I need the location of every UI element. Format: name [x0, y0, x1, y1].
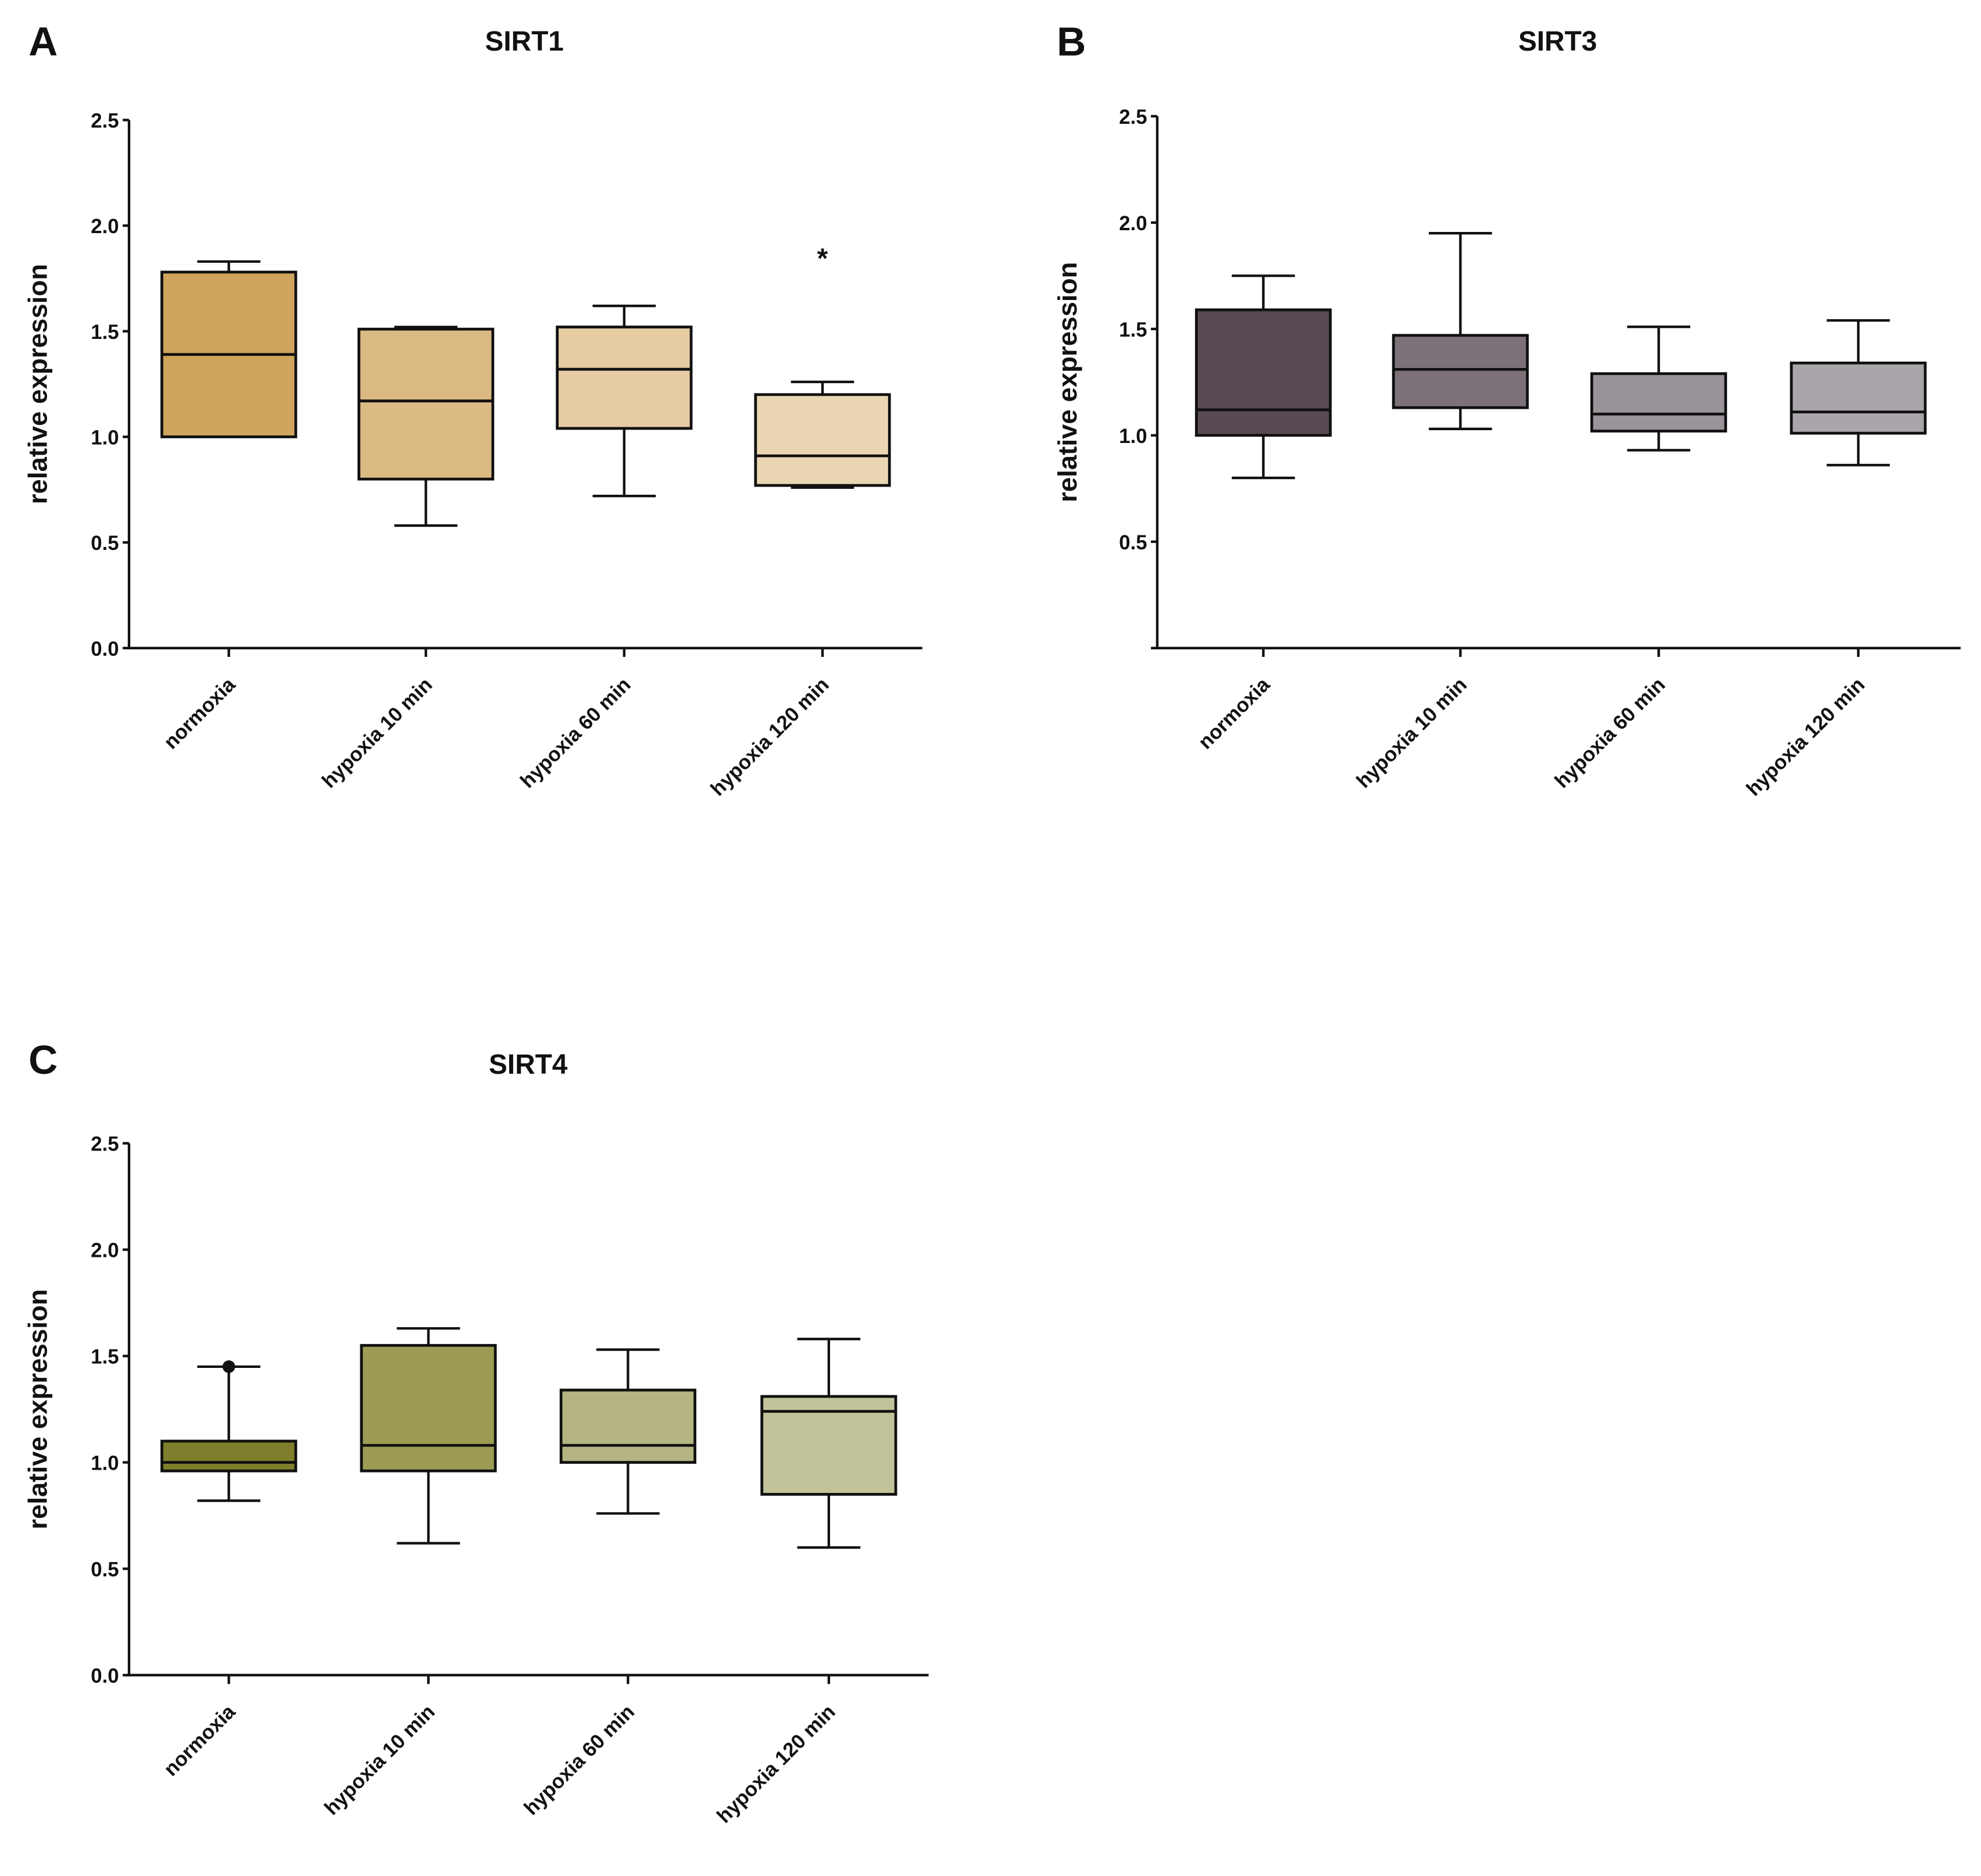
box-hypoxia-120-min — [760, 1338, 897, 1549]
chart-title: SIRT4 — [489, 1049, 568, 1080]
y-tick-label: 0.0 — [91, 1666, 119, 1688]
box-hypoxia-60-min — [1590, 326, 1728, 452]
box — [357, 327, 495, 481]
panel-label: C — [28, 1037, 58, 1082]
y-tick-label: 1.5 — [1119, 319, 1147, 341]
x-tick-label: hypoxia 120 min — [713, 1700, 839, 1827]
panel-label: B — [1057, 19, 1086, 65]
y-tick-label: 2.0 — [91, 1240, 119, 1262]
y-tick-label: 2.0 — [1119, 213, 1147, 235]
box — [559, 1388, 696, 1464]
box — [1392, 334, 1529, 409]
y-axis-label: relative expression — [23, 1289, 53, 1529]
panel-a: A SIRT1 relative expression 0.0 0.5 1.0 1.5 2.0… — [23, 19, 922, 801]
x-tick-label: hypoxia 10 min — [318, 674, 437, 792]
box — [1790, 362, 1927, 435]
y-tick-label: 2.5 — [91, 1134, 119, 1156]
y-tick-label: 1.0 — [91, 1453, 119, 1475]
box-normoxia — [160, 260, 298, 438]
y-tick-label: 1.5 — [91, 321, 119, 344]
box-normoxia — [160, 1360, 298, 1502]
x-tick-label: normoxia — [1195, 673, 1275, 753]
box-hypoxia-10-min — [1392, 232, 1529, 431]
x-tick-label: hypoxia 10 min — [1353, 674, 1471, 792]
chart-title: SIRT1 — [485, 26, 563, 57]
significance-asterisk: * — [817, 244, 828, 274]
x-tick-label: hypoxia 60 min — [520, 1700, 639, 1819]
chart-title: SIRT3 — [1518, 26, 1597, 57]
box-hypoxia-120-min — [754, 380, 891, 489]
box-hypoxia-60-min — [556, 305, 693, 498]
x-tick-label: normoxia — [160, 673, 240, 753]
y-tick-label: 2.5 — [91, 110, 119, 132]
y-axis-label: relative expression — [23, 264, 53, 504]
y-tick-label: 1.0 — [91, 427, 119, 449]
box-normoxia — [1195, 274, 1332, 480]
y-tick-label: 0.5 — [91, 1559, 119, 1581]
box — [160, 1439, 298, 1473]
box-hypoxia-10-min — [360, 1327, 497, 1545]
x-tick-label: normoxia — [160, 1700, 240, 1781]
box — [754, 393, 891, 487]
panel-b: B SIRT3 relative expression 0.5 1.0 1.5 2.0 2.5… — [1053, 19, 1961, 801]
box — [1590, 372, 1728, 433]
box-hypoxia-10-min — [357, 326, 495, 527]
y-tick-label: 1.5 — [91, 1346, 119, 1368]
box — [556, 326, 693, 430]
box-hypoxia-60-min — [559, 1348, 696, 1515]
y-tick-label: 0.5 — [91, 533, 119, 555]
box — [1195, 308, 1332, 437]
y-tick-label: 0.5 — [1119, 532, 1147, 554]
x-tick-label: hypoxia 60 min — [516, 674, 635, 792]
y-tick-label: 2.5 — [1119, 106, 1147, 128]
panel-c: C SIRT4 relative expression 0.0 0.5 1.0 1.5 2.0… — [23, 1037, 929, 1828]
box — [760, 1395, 897, 1496]
x-tick-label: hypoxia 60 min — [1551, 674, 1669, 792]
x-tick-label: hypoxia 10 min — [320, 1700, 439, 1819]
outlier-point — [222, 1360, 235, 1373]
box-hypoxia-120-min — [1790, 319, 1927, 467]
y-axis-label: relative expression — [1053, 262, 1082, 502]
x-tick-label: hypoxia 120 min — [707, 674, 834, 801]
y-tick-label: 2.0 — [91, 216, 119, 238]
y-tick-label: 0.0 — [91, 638, 119, 660]
y-tick-label: 1.0 — [1119, 426, 1147, 448]
panel-label: A — [28, 19, 58, 65]
x-tick-label: hypoxia 120 min — [1743, 674, 1869, 801]
box — [360, 1343, 497, 1473]
